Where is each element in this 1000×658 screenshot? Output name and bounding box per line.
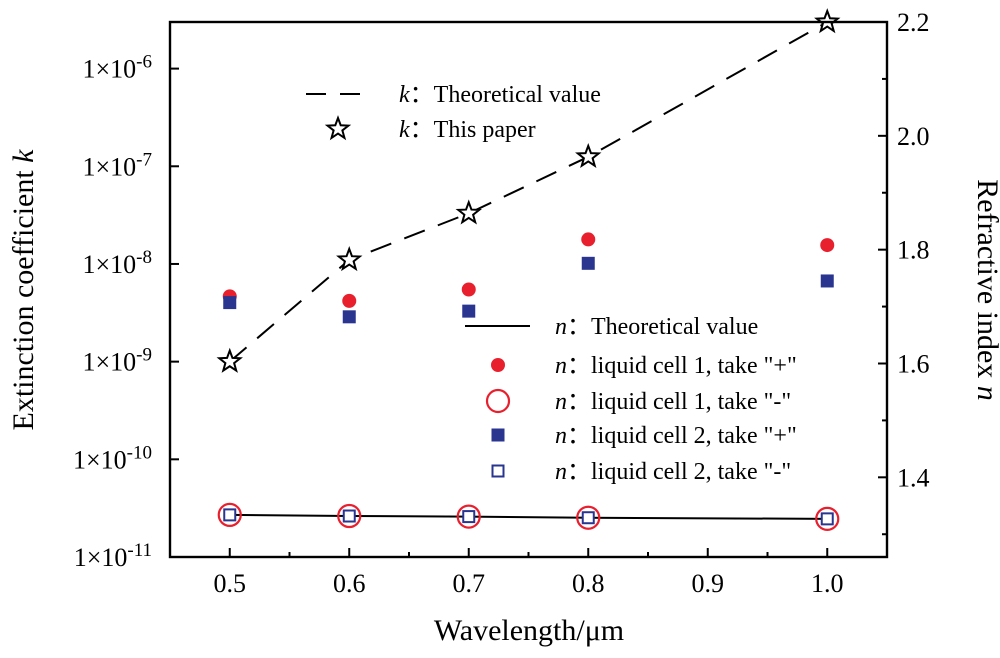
- series-5-point: [820, 274, 834, 288]
- x-axis-label: Wavelength/μm: [434, 614, 624, 647]
- y-left-tick-label: 1×10-8: [83, 247, 153, 279]
- legend-label: n：liquid cell 2, take "+": [555, 423, 797, 449]
- y-right-tick-label: 1.6: [897, 349, 930, 378]
- series-1-point: [336, 246, 363, 272]
- legend-marker: [485, 388, 511, 414]
- y-right-tick-label: 2.0: [897, 122, 930, 151]
- series-2-line: [229, 513, 828, 520]
- series-0-line: [229, 21, 828, 363]
- series-6-point: [820, 512, 834, 526]
- series-4-point: [337, 503, 362, 529]
- legend-label: n：liquid cell 2, take "-": [555, 459, 791, 485]
- legend-label: k：This paper: [399, 117, 536, 143]
- y-right-tick-label: 1.4: [897, 463, 930, 492]
- data-layer: [216, 8, 841, 531]
- y-right-tick-label: 1.8: [897, 236, 930, 265]
- series-4-point: [456, 504, 481, 529]
- y-right-axis-label: Refractive index n: [971, 179, 1000, 401]
- x-tick-label: 0.5: [214, 569, 247, 598]
- legend-label: n：Theoretical value: [555, 314, 758, 340]
- x-tick-label: 0.6: [333, 569, 366, 598]
- series-6-point: [223, 508, 237, 522]
- series-1-point: [575, 142, 602, 169]
- series-6-point: [342, 509, 356, 523]
- series-4-point: [576, 505, 601, 530]
- y-left-tick-label: 1×10-11: [74, 540, 152, 572]
- series-4-point: [217, 502, 242, 527]
- series-3-point: [342, 293, 357, 308]
- y-left-tick-label: 1×10-6: [83, 52, 153, 84]
- legend-marker: [324, 115, 352, 141]
- x-tick-label: 0.7: [453, 569, 486, 598]
- y-left-axis-label: Extinction coefficient k: [7, 149, 40, 431]
- legend-marker: [491, 428, 505, 442]
- legend-label: k：Theoretical value: [399, 82, 601, 108]
- series-6-point: [462, 510, 476, 524]
- y-left-tick-label: 1×10-7: [83, 149, 153, 181]
- series-1-point: [455, 199, 482, 225]
- x-tick-label: 1.0: [811, 569, 844, 598]
- legend: k：Theoretical value k：This paper n：Theoret…: [306, 82, 797, 485]
- series-5-point: [342, 310, 356, 324]
- series-5-point: [581, 256, 595, 270]
- series-3-point: [461, 282, 476, 297]
- series-5-point: [462, 304, 476, 318]
- x-tick-label: 0.8: [572, 569, 605, 598]
- legend-marker: [491, 464, 505, 478]
- series-4-point: [815, 506, 840, 531]
- series-6-point: [581, 511, 595, 525]
- y-left-tick-label: 1×10-10: [73, 442, 152, 474]
- y-left-tick-label: 1×10-9: [83, 345, 153, 377]
- axis-ticks: 0.5 0.6 0.7 0.8 0.9 1.0 1×10-11 1×10-10 1×10-9 1×…: [73, 8, 930, 598]
- series-3-point: [820, 238, 835, 253]
- legend-marker: [491, 358, 505, 372]
- legend-label: n：liquid cell 1, take "+": [555, 353, 797, 379]
- legend-label: n：liquid cell 1, take "-": [555, 389, 791, 415]
- series-5-point: [223, 296, 237, 310]
- y-right-tick-label: 2.2: [897, 8, 930, 37]
- x-tick-label: 0.9: [692, 569, 725, 598]
- series-1-point: [216, 347, 243, 373]
- series-3-point: [581, 232, 596, 247]
